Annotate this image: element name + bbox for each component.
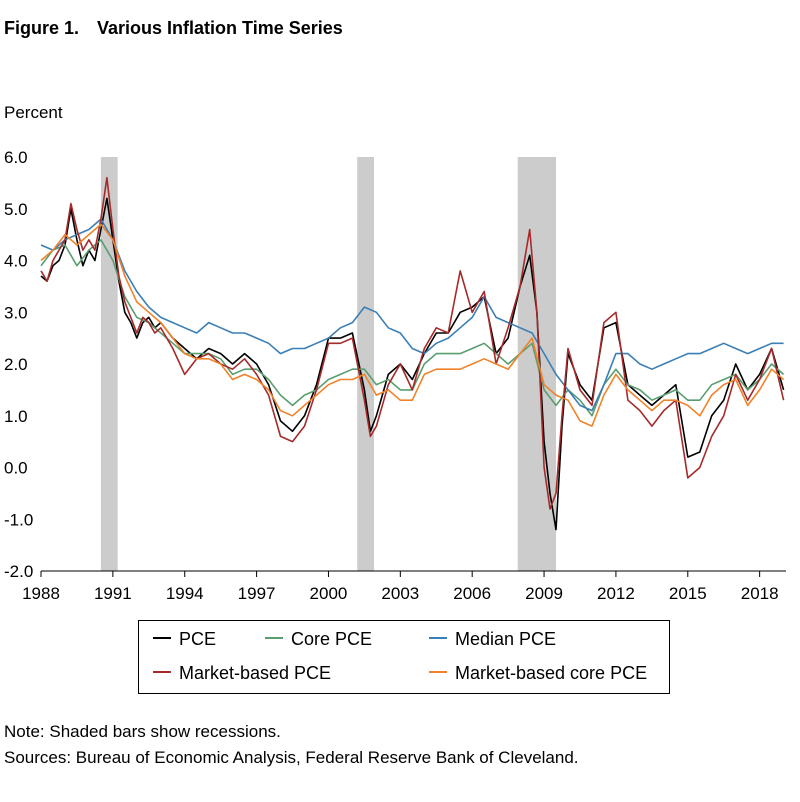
figure-number: Figure 1. bbox=[4, 18, 80, 38]
legend-item: Market-based core PCE bbox=[429, 663, 647, 683]
x-tick-label: 2018 bbox=[741, 584, 779, 603]
y-axis-label: Percent bbox=[4, 103, 63, 122]
chart-note: Note: Shaded bars show recessions. bbox=[4, 722, 281, 741]
x-tick-label: 1997 bbox=[238, 584, 276, 603]
y-tick-label: 4.0 bbox=[4, 252, 28, 271]
y-tick-label: 0.0 bbox=[4, 459, 28, 478]
x-tick-label: 2003 bbox=[381, 584, 419, 603]
inflation-chart: Percent -2.0 -1.0 0.0 1.0 2.0 3.0 4.0 5.0 6.0 1988… bbox=[4, 103, 786, 603]
chart-legend: PCE Core PCE Median PCE Market-based PCE Mar… bbox=[138, 620, 670, 694]
figure-title: Figure 1. Various Inflation Time Series bbox=[4, 18, 343, 39]
x-tick-label: 2015 bbox=[669, 584, 707, 603]
y-tick-label: 1.0 bbox=[4, 407, 28, 426]
recession-bars bbox=[100, 157, 557, 571]
x-tick-label: 2006 bbox=[453, 584, 491, 603]
legend-swatch bbox=[153, 637, 171, 640]
series-line-pce bbox=[40, 197, 785, 531]
y-tick-label: 6.0 bbox=[4, 148, 28, 167]
legend-swatch bbox=[153, 671, 171, 674]
x-tick-label: 2009 bbox=[525, 584, 563, 603]
legend-item: Median PCE bbox=[429, 629, 556, 649]
legend-item: Core PCE bbox=[265, 629, 372, 649]
y-tick-label: 5.0 bbox=[4, 200, 28, 219]
legend-label: PCE bbox=[179, 629, 217, 649]
legend-item: Market-based PCE bbox=[153, 663, 331, 683]
x-tick-label: 2000 bbox=[310, 584, 348, 603]
chart-axes: Percent -2.0 -1.0 0.0 1.0 2.0 3.0 4.0 5.0 6.0 1988… bbox=[4, 103, 786, 603]
recession-bar bbox=[357, 157, 374, 571]
y-tick-label: 3.0 bbox=[4, 303, 28, 322]
x-tick-label: 2012 bbox=[597, 584, 635, 603]
y-tick-label: -2.0 bbox=[4, 562, 33, 581]
series-line-median-pce bbox=[40, 218, 784, 412]
figure-title-text: Various Inflation Time Series bbox=[97, 18, 343, 38]
legend-swatch bbox=[429, 637, 447, 640]
x-tick-label: 1994 bbox=[166, 584, 204, 603]
x-tick-label: 1991 bbox=[94, 584, 132, 603]
legend-item: PCE bbox=[153, 629, 216, 649]
y-tick-label: 2.0 bbox=[4, 355, 28, 374]
legend-label: Market-based PCE bbox=[179, 663, 332, 683]
chart-series bbox=[40, 176, 785, 531]
series-line-market-based-core-pce bbox=[40, 223, 785, 427]
legend-swatch bbox=[265, 637, 283, 640]
chart-sources: Sources: Bureau of Economic Analysis, Fe… bbox=[4, 748, 579, 767]
y-tick-label: -1.0 bbox=[4, 510, 33, 529]
series-line-market-based-pce bbox=[40, 176, 785, 510]
legend-swatch bbox=[429, 671, 447, 674]
legend-label: Core PCE bbox=[291, 629, 373, 649]
legend-label: Median PCE bbox=[455, 629, 557, 649]
x-tick-label: 1988 bbox=[22, 584, 60, 603]
legend-label: Market-based core PCE bbox=[455, 663, 648, 683]
